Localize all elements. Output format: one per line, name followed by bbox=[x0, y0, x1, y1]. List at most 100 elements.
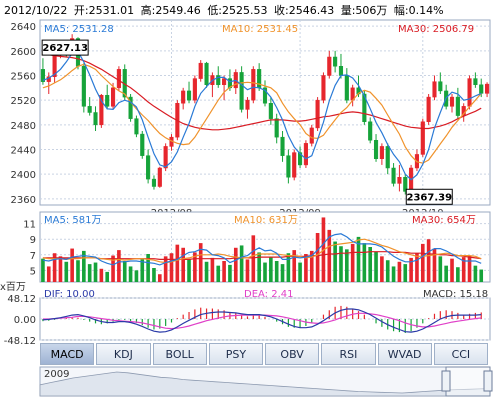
volume-ma10-line bbox=[42, 238, 482, 264]
candle-down bbox=[368, 121, 373, 141]
macd-ytick-label: 0.00 bbox=[14, 315, 36, 326]
volume-bar bbox=[41, 258, 45, 282]
price-ytick-label: 2600 bbox=[11, 47, 36, 58]
quote-close: 收:2546.43 bbox=[274, 4, 335, 17]
volume-bar bbox=[444, 265, 448, 282]
price-ytick-label: 2520 bbox=[11, 96, 36, 107]
volume-bar bbox=[368, 247, 373, 282]
macd-ytick-label: 48.12 bbox=[7, 294, 36, 305]
navigator-handle-right bbox=[483, 370, 493, 392]
indicator-tabs: MACD KDJ BOLL PSY OBV RSI WVAD CCI bbox=[40, 343, 490, 365]
macd-panel: 48.12 0.00 -48.12 DIF: 10.00 DEA: 2.41 MACD: … bbox=[4, 289, 491, 347]
candle-up bbox=[99, 94, 104, 126]
candle-down bbox=[146, 155, 151, 180]
volume-bar bbox=[140, 259, 145, 282]
price-annotation-label: 2367.39 bbox=[406, 192, 452, 203]
candle-up bbox=[467, 78, 472, 107]
volume-bar bbox=[99, 268, 104, 282]
volume-bar bbox=[374, 251, 378, 282]
candle-up bbox=[222, 78, 227, 86]
candle-down bbox=[479, 84, 484, 94]
volume-bar bbox=[117, 250, 121, 282]
candle-down bbox=[274, 118, 279, 138]
volume-ma5-line bbox=[42, 233, 482, 266]
navigator-panel[interactable] bbox=[39, 366, 493, 397]
volume-bar bbox=[473, 265, 478, 282]
candle-up bbox=[379, 146, 384, 160]
volume-bar bbox=[339, 246, 343, 282]
candle-down bbox=[438, 81, 443, 92]
candle-down bbox=[385, 146, 390, 169]
price-ma5-line bbox=[42, 50, 482, 181]
volume-bar bbox=[198, 243, 203, 282]
volume-bar bbox=[233, 247, 238, 282]
volume-bar bbox=[204, 261, 209, 282]
volume-bar bbox=[274, 261, 279, 282]
candle-down bbox=[186, 90, 192, 101]
volume-bar bbox=[169, 253, 174, 282]
volume-bar bbox=[239, 245, 244, 282]
volume-bar bbox=[397, 261, 402, 282]
volume-bar bbox=[333, 241, 337, 282]
candle-down bbox=[298, 152, 303, 166]
candle-up bbox=[321, 75, 326, 101]
candle-up bbox=[426, 96, 431, 123]
volume-bar bbox=[193, 252, 197, 282]
candle-down bbox=[128, 96, 133, 119]
candle-up bbox=[116, 69, 121, 89]
volume-bar bbox=[380, 256, 384, 282]
candle-up bbox=[397, 177, 402, 184]
volume-bar bbox=[76, 260, 80, 282]
volume-bar bbox=[157, 274, 162, 282]
macd-dif-line bbox=[42, 308, 482, 333]
candle-up bbox=[449, 96, 455, 107]
candle-down bbox=[140, 133, 145, 156]
volume-panel: 11 9 7 5 MA5: 581万 MA10: 631万 MA30: 654万 x百万 bbox=[0, 211, 491, 293]
volume-bar bbox=[385, 260, 390, 282]
volume-ytick-label: 9 bbox=[30, 235, 36, 246]
volume-bar bbox=[58, 256, 63, 282]
volume-bar bbox=[251, 235, 256, 282]
tab-cci[interactable]: CCI bbox=[433, 343, 488, 365]
price-ytick-label: 2400 bbox=[11, 170, 36, 181]
volume-bar bbox=[70, 248, 74, 282]
navigator-window bbox=[445, 366, 491, 397]
tab-wvad[interactable]: WVAD bbox=[377, 343, 432, 365]
candle-down bbox=[473, 78, 478, 86]
candle-up bbox=[110, 87, 116, 107]
tab-rsi[interactable]: RSI bbox=[321, 343, 376, 365]
volume-bar bbox=[46, 266, 51, 282]
price-ma10-line bbox=[42, 63, 482, 164]
volume-bar bbox=[257, 252, 261, 282]
tab-macd[interactable]: MACD bbox=[40, 343, 95, 365]
tab-kdj[interactable]: KDJ bbox=[96, 343, 151, 365]
volume-bar bbox=[345, 249, 349, 282]
volume-bar bbox=[350, 243, 355, 282]
volume-bar bbox=[356, 236, 361, 282]
tab-psy[interactable]: PSY bbox=[208, 343, 263, 365]
candle-down bbox=[105, 94, 110, 107]
volume-bar bbox=[111, 255, 115, 282]
tab-obv[interactable]: OBV bbox=[265, 343, 320, 365]
candle-down bbox=[87, 106, 92, 113]
tab-boll[interactable]: BOLL bbox=[152, 343, 207, 365]
volume-bar bbox=[163, 256, 168, 282]
volume-bar bbox=[362, 243, 367, 282]
volume-bar bbox=[228, 264, 232, 282]
price-annotation-label: 2627.13 bbox=[42, 43, 88, 54]
price-legend-ma30: MA30: 2506.79 bbox=[398, 24, 474, 35]
candle-up bbox=[327, 56, 332, 76]
candle-down bbox=[286, 155, 291, 178]
candle-down bbox=[268, 103, 273, 119]
candle-up bbox=[315, 99, 320, 129]
volume-bar bbox=[280, 264, 285, 282]
price-legend-ma5: MA5: 2531.28 bbox=[44, 24, 114, 35]
candle-down bbox=[216, 75, 221, 85]
quote-header: 2012/10/22 开:2531.01 高:2549.46 低:2525.53… bbox=[4, 2, 447, 18]
macd-legend-dif: DIF: 10.00 bbox=[44, 289, 95, 300]
macd-legend-macd: MACD: 15.18 bbox=[423, 289, 488, 300]
candle-down bbox=[455, 96, 460, 116]
volume-bar bbox=[263, 262, 267, 282]
volume-bar bbox=[403, 264, 408, 282]
